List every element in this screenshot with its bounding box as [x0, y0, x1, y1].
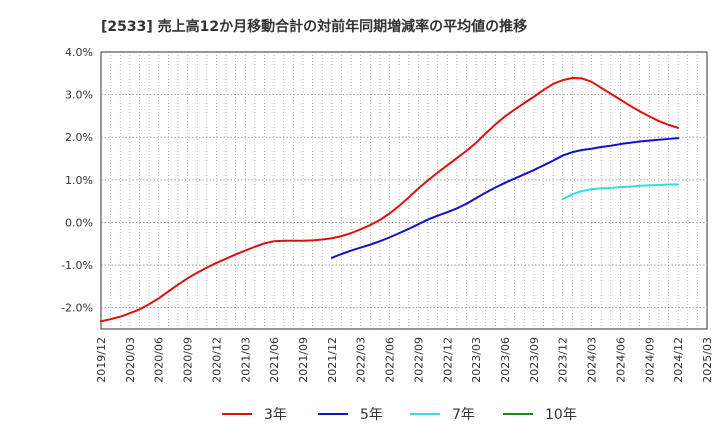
x-tick-label: 2023/12 [557, 337, 570, 383]
legend-label-3: 10年 [545, 407, 577, 423]
x-tick-label: 2023/09 [528, 337, 541, 383]
x-tick-label: 2023/03 [470, 337, 483, 383]
x-tick-label: 2025/03 [701, 337, 714, 383]
series-line-0 [100, 77, 680, 323]
legend-label-2: 7年 [452, 407, 475, 423]
x-tick-label: 2021/12 [326, 337, 339, 383]
y-tick-labels: -2.0% -1.0% 0.0% 1.0% 2.0% 3.0% 4.0% [61, 46, 93, 315]
x-tick-label: 2021/06 [268, 337, 281, 383]
y-tick-label: -2.0% [61, 302, 93, 315]
x-tick-label: 2021/03 [239, 337, 252, 383]
x-tick-label: 2020/09 [182, 337, 195, 383]
x-tick-label: 2024/06 [614, 337, 627, 383]
x-tick-label: 2020/03 [124, 337, 137, 383]
legend-label-1: 5年 [360, 407, 383, 423]
x-tick-label: 2020/12 [210, 337, 223, 383]
x-tick-label: 2021/09 [297, 337, 310, 383]
x-tick-label: 2022/09 [412, 337, 425, 383]
x-tick-label: 2023/06 [499, 337, 512, 383]
series-line-2 [561, 183, 680, 201]
y-tick-label: 1.0% [65, 174, 93, 187]
x-tick-label: 2024/03 [586, 337, 599, 383]
y-tick-label: -1.0% [61, 259, 93, 272]
series-lines [100, 77, 680, 323]
y-tick-label: 3.0% [65, 89, 93, 102]
series-line-1 [330, 137, 680, 259]
x-tick-label: 2024/12 [672, 337, 685, 383]
x-tick-label: 2024/09 [643, 337, 656, 383]
x-tick-label: 2022/12 [441, 337, 454, 383]
legend: 3年 5年 7年 10年 [222, 407, 577, 423]
y-tick-label: 0.0% [65, 216, 93, 229]
x-tick-label: 2019/12 [95, 337, 108, 383]
legend-label-0: 3年 [264, 407, 287, 423]
y-tick-label: 4.0% [65, 46, 93, 59]
x-tick-labels: 2019/12 2020/03 2020/06 2020/09 2020/12 2021/… [95, 337, 714, 383]
y-tick-label: 2.0% [65, 131, 93, 144]
chart-title: [2533] 売上高12か月移動合計の対前年同期増減率の平均値の推移 [101, 18, 527, 35]
x-tick-label: 2022/03 [355, 337, 368, 383]
x-tick-label: 2020/06 [153, 337, 166, 383]
plot-frame [100, 51, 708, 330]
y-gridlines [101, 94, 707, 309]
x-tick-label: 2022/06 [384, 337, 397, 383]
